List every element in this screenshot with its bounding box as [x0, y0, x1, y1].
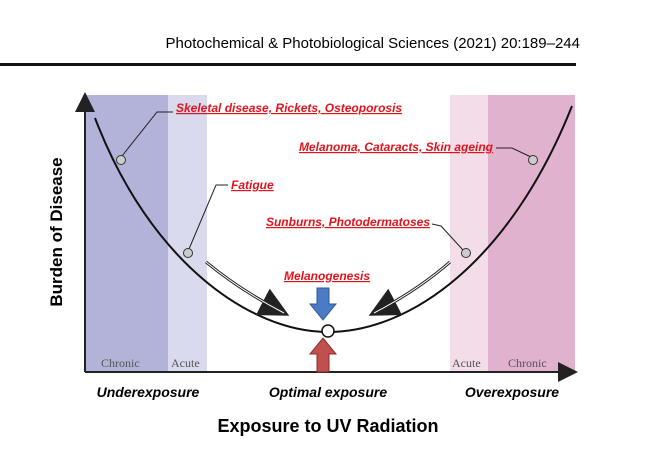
header-rule	[0, 63, 576, 66]
curve-arrow-left	[205, 260, 290, 316]
band-label: Chronic	[508, 356, 547, 370]
annotation: Melanoma, Cataracts, Skin ageing	[299, 140, 494, 154]
band-label: Acute	[452, 356, 481, 370]
band-chronic-right	[488, 95, 575, 372]
band-acute-left	[168, 95, 207, 372]
band-label: Chronic	[101, 356, 140, 370]
curve-points	[116, 155, 538, 258]
annotation: Melanogenesis	[284, 269, 370, 283]
red-arrow	[308, 337, 338, 373]
journal-header: Photochemical & Photobiological Sciences…	[166, 35, 580, 52]
y-axis-label: Burden of Disease	[47, 157, 66, 306]
annotation: Skeletal disease, Rickets, Osteoporosis	[176, 101, 402, 115]
optimum-point	[321, 324, 335, 338]
band-label: Acute	[171, 356, 200, 370]
blue-arrow	[308, 287, 338, 321]
zone-label: Overexposure	[465, 384, 559, 400]
curve-arrow-left-inner	[205, 261, 285, 314]
zone-label: Optimal exposure	[269, 384, 387, 400]
leader-lines	[121, 111, 532, 251]
band-chronic-left	[85, 95, 168, 372]
annotation: Sunburns, Photodermatoses	[266, 215, 430, 229]
x-axis-label: Exposure to UV Radiation	[217, 416, 438, 436]
curve-arrow-right	[368, 260, 451, 316]
annotation: Fatigue	[231, 178, 274, 192]
zone-label: Underexposure	[97, 384, 200, 400]
band-acute-right	[450, 95, 488, 372]
curve-arrow-right-inner	[373, 261, 451, 314]
